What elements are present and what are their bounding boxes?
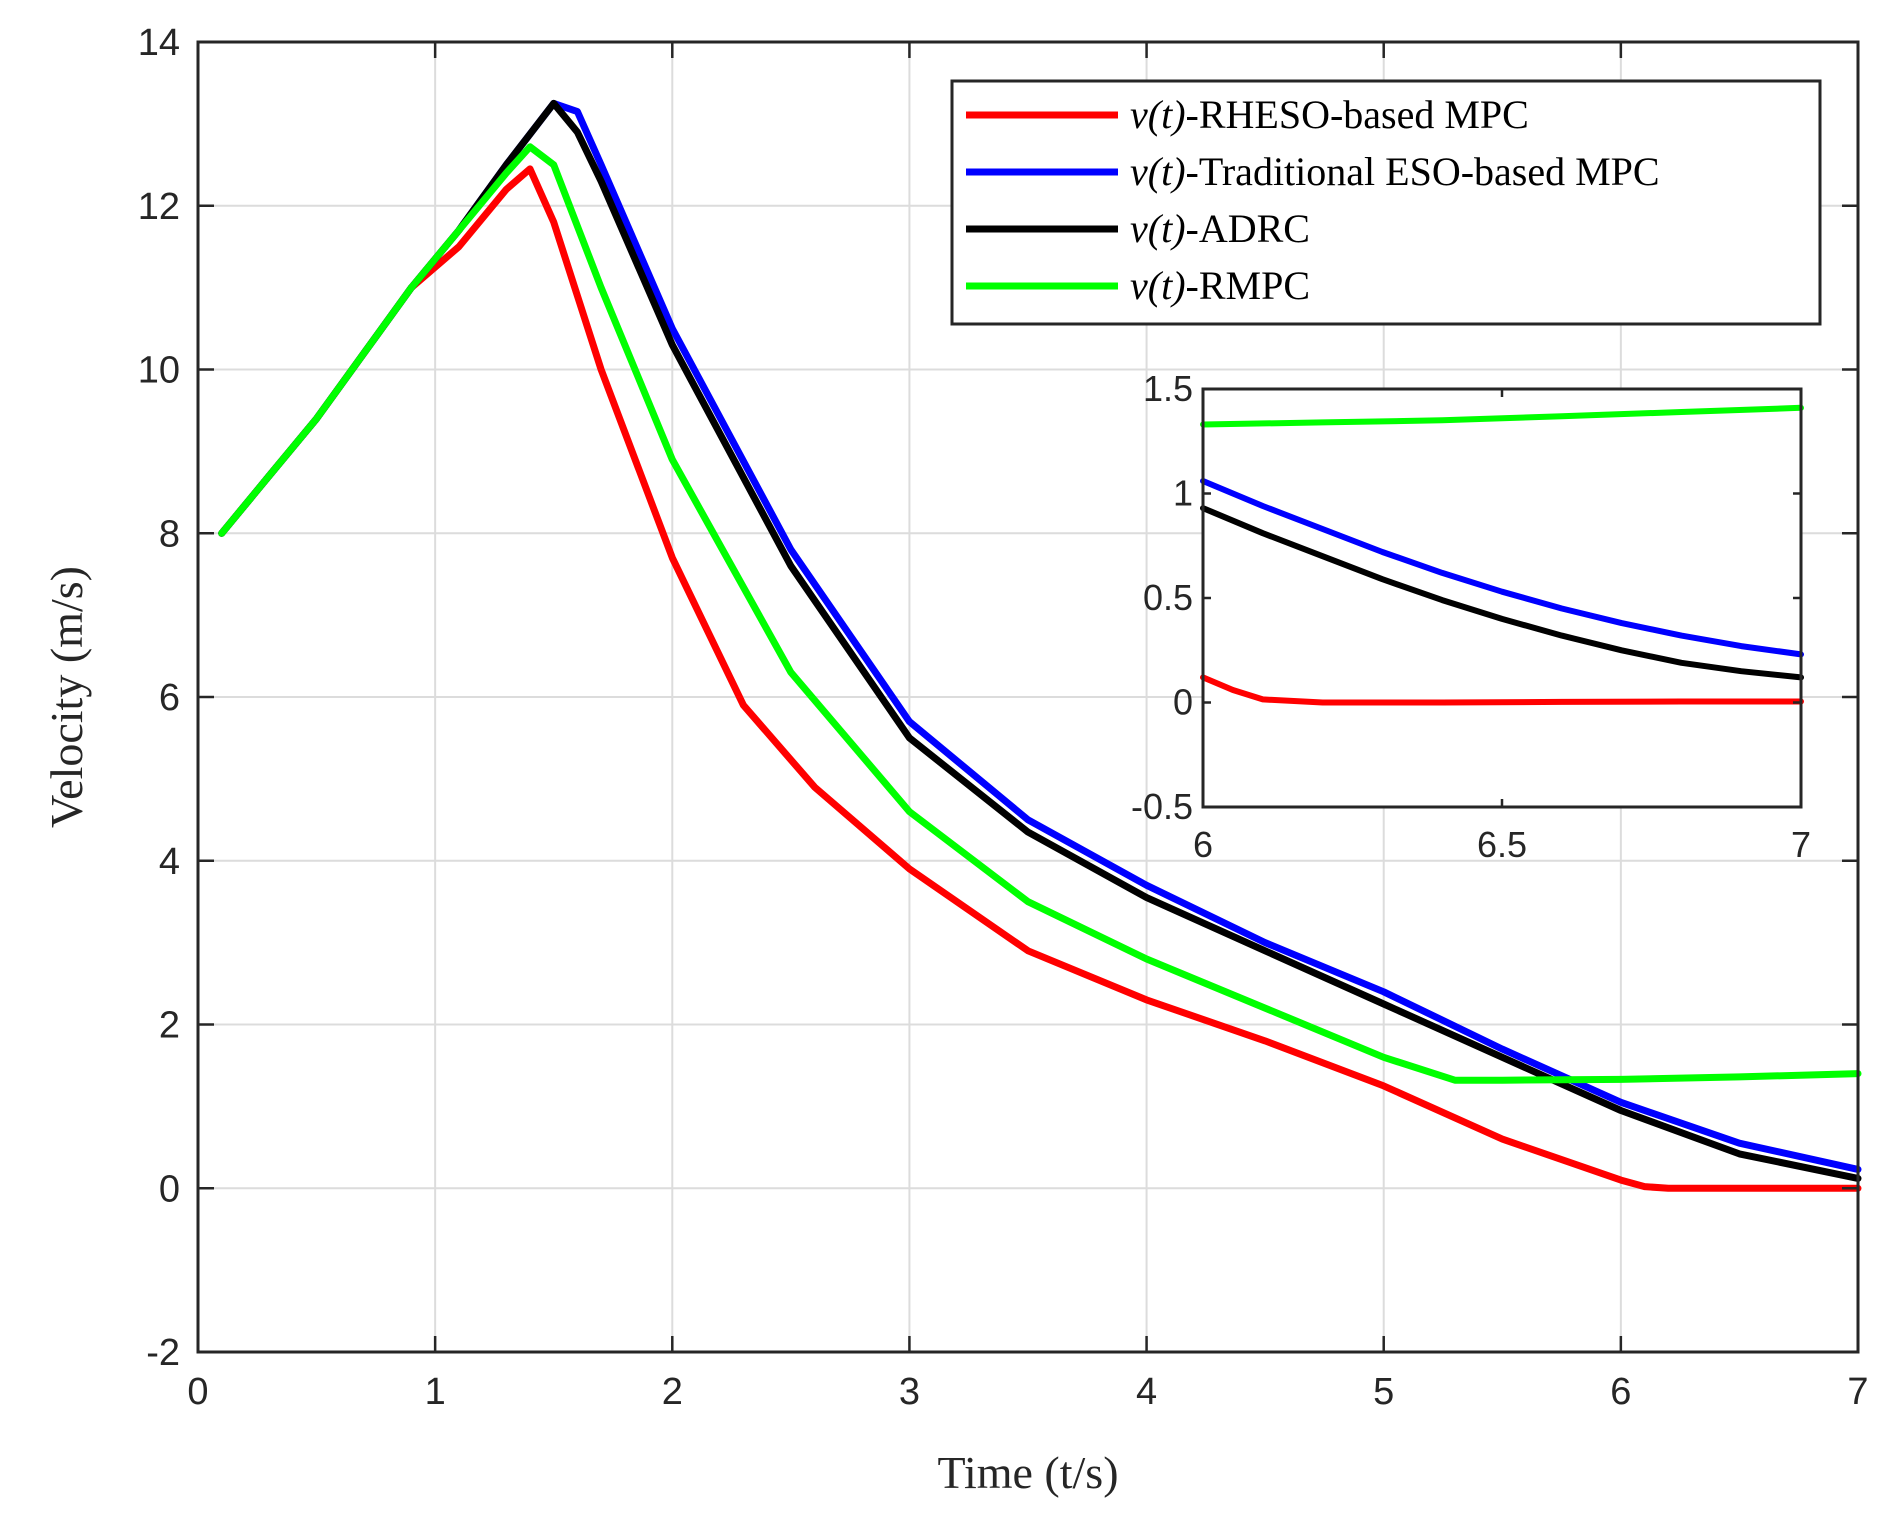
main-y-tick-label: 4 bbox=[159, 841, 180, 883]
legend-text-traditional-eso: -Traditional ESO-based MPC bbox=[1186, 149, 1660, 194]
inset-x-tick-label: 6 bbox=[1193, 824, 1213, 865]
main-y-tick-label: 8 bbox=[159, 513, 180, 555]
inset-y-tick-label: -0.5 bbox=[1131, 786, 1193, 827]
inset-series-group bbox=[1200, 404, 1804, 706]
legend-label-adrc: v(t)-ADRC bbox=[1130, 206, 1310, 251]
main-x-tick-label: 5 bbox=[1373, 1371, 1394, 1413]
inset-series-rmpc bbox=[1200, 404, 1804, 428]
legend-text-rmpc: -RMPC bbox=[1186, 263, 1311, 308]
legend-label-rmpc: v(t)-RMPC bbox=[1130, 263, 1310, 308]
inset-chart: 6 6.5 7 -0.500.511.5 bbox=[1131, 368, 1811, 865]
main-x-tick-label: 6 bbox=[1610, 1371, 1631, 1413]
y-axis-title: Velocity (m/s) bbox=[41, 566, 92, 828]
main-x-tick-label: 3 bbox=[899, 1371, 920, 1413]
inset-ticks bbox=[1201, 387, 1803, 809]
inset-series-adrc bbox=[1200, 505, 1804, 681]
main-ticks bbox=[196, 40, 1860, 1354]
main-x-tick-label: 7 bbox=[1847, 1371, 1868, 1413]
inset-y-tick-labels: -0.5 0 0.5 1 1.5 bbox=[1131, 368, 1193, 827]
main-y-tick-label: 10 bbox=[138, 350, 180, 392]
main-series-rmpc bbox=[218, 143, 1862, 1084]
main-x-tick-label: 4 bbox=[1136, 1371, 1157, 1413]
legend-prefix-rmpc: v(t) bbox=[1130, 263, 1186, 308]
main-y-tick-labels: -2 0 2 4 6 8 10 12 14 bbox=[138, 22, 180, 1374]
legend-label-rheso: v(t)-RHESO-based MPC bbox=[1130, 92, 1529, 137]
inset-y-tick-label: 1.5 bbox=[1143, 368, 1193, 409]
legend-text-adrc: -ADRC bbox=[1186, 206, 1310, 251]
legend-label-traditional-eso: v(t)-Traditional ESO-based MPC bbox=[1130, 149, 1660, 194]
main-y-tick-label: 6 bbox=[159, 677, 180, 719]
legend-prefix-rheso: v(t) bbox=[1130, 92, 1186, 137]
main-y-tick-label: -2 bbox=[146, 1332, 180, 1374]
inset-background bbox=[1203, 389, 1801, 807]
main-x-tick-label: 2 bbox=[662, 1371, 683, 1413]
inset-y-tick-label: 0.5 bbox=[1143, 577, 1193, 618]
main-y-tick-label: 12 bbox=[138, 186, 180, 228]
main-y-tick-label: 2 bbox=[159, 1005, 180, 1047]
legend-text-rheso: -RHESO-based MPC bbox=[1186, 92, 1529, 137]
legend-prefix-adrc: v(t) bbox=[1130, 206, 1186, 251]
main-x-tick-labels: 0 1 2 3 4 5 6 7 bbox=[187, 1371, 1868, 1413]
x-axis-title: Time (t/s) bbox=[937, 1447, 1118, 1498]
main-x-tick-label: 0 bbox=[187, 1371, 208, 1413]
main-y-tick-label: 14 bbox=[138, 22, 180, 64]
main-y-tick-label: 0 bbox=[159, 1168, 180, 1210]
inset-x-tick-labels: 6 6.5 7 bbox=[1193, 824, 1811, 865]
inset-series-traditional-eso-based-mpc bbox=[1200, 478, 1804, 658]
main-series-group bbox=[218, 99, 1862, 1192]
inset-y-tick-label: 1 bbox=[1173, 473, 1193, 514]
inset-x-tick-label: 7 bbox=[1791, 824, 1811, 865]
inset-x-tick-label: 6.5 bbox=[1477, 824, 1527, 865]
legend: v(t)-RHESO-based MPC v(t)-Traditional ES… bbox=[950, 79, 1822, 326]
main-x-tick-label: 1 bbox=[425, 1371, 446, 1413]
legend-prefix-traditional-eso: v(t) bbox=[1130, 149, 1186, 194]
inset-series-rheso-based-mpc bbox=[1200, 674, 1804, 706]
inset-y-tick-label: 0 bbox=[1173, 682, 1193, 723]
